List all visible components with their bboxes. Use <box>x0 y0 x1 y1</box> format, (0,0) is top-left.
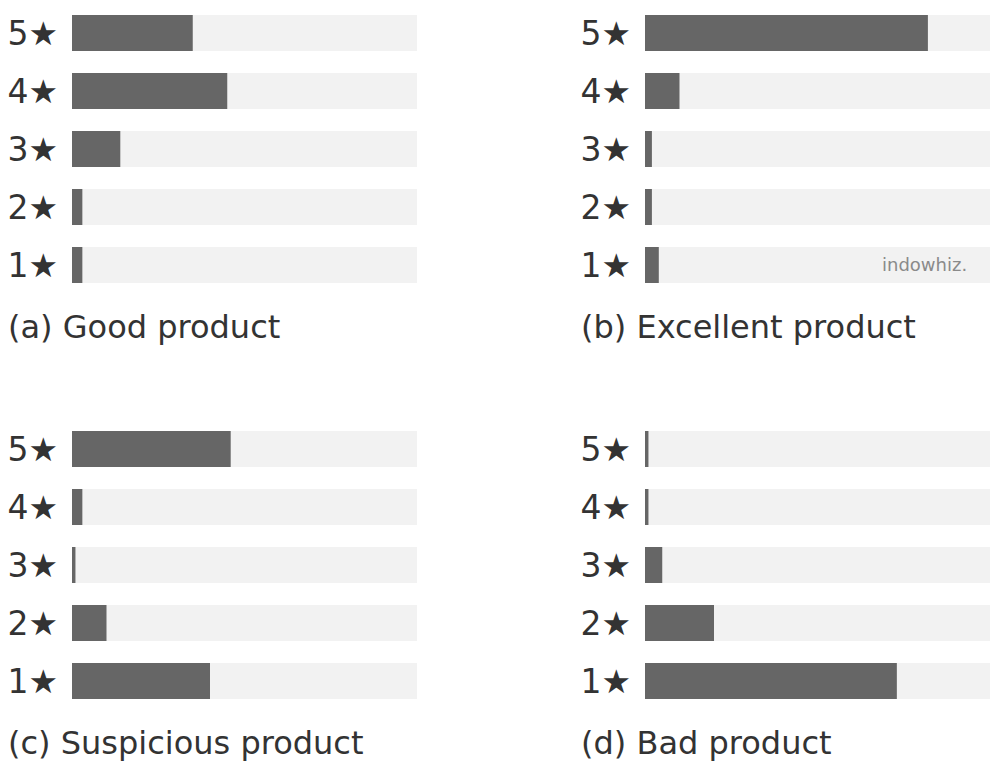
svg-text:5★: 5★ <box>8 14 58 53</box>
svg-text:3★: 3★ <box>8 546 58 585</box>
html-text:(d) Bad product: (d) Bad product <box>581 724 832 762</box>
svg-text:4★: 4★ <box>8 72 58 111</box>
svg-text:2★: 2★ <box>580 604 631 643</box>
svg-text:5★: 5★ <box>8 430 58 469</box>
svg-text:3★: 3★ <box>580 130 631 169</box>
svg-text:2★: 2★ <box>8 604 58 643</box>
svg-text:4★: 4★ <box>580 72 631 111</box>
svg-text:2★: 2★ <box>580 188 631 227</box>
svg-text:2★: 2★ <box>8 188 58 227</box>
html-text:(a) Good product: (a) Good product <box>8 308 281 346</box>
html-text:indowhiz.: indowhiz. <box>882 254 968 275</box>
svg-text:1★: 1★ <box>8 246 58 285</box>
svg-text:1★: 1★ <box>580 662 631 701</box>
svg-text:4★: 4★ <box>8 488 58 527</box>
svg-text:3★: 3★ <box>8 130 58 169</box>
svg-text:1★: 1★ <box>8 662 58 701</box>
html-text:(c) Suspicious product: (c) Suspicious product <box>8 724 364 762</box>
svg-text:5★: 5★ <box>580 14 631 53</box>
svg-text:1★: 1★ <box>580 246 631 285</box>
html-text:(b) Excellent product: (b) Excellent product <box>581 308 916 346</box>
svg-text:5★: 5★ <box>580 430 631 469</box>
svg-text:4★: 4★ <box>580 488 631 527</box>
svg-text:3★: 3★ <box>580 546 631 585</box>
